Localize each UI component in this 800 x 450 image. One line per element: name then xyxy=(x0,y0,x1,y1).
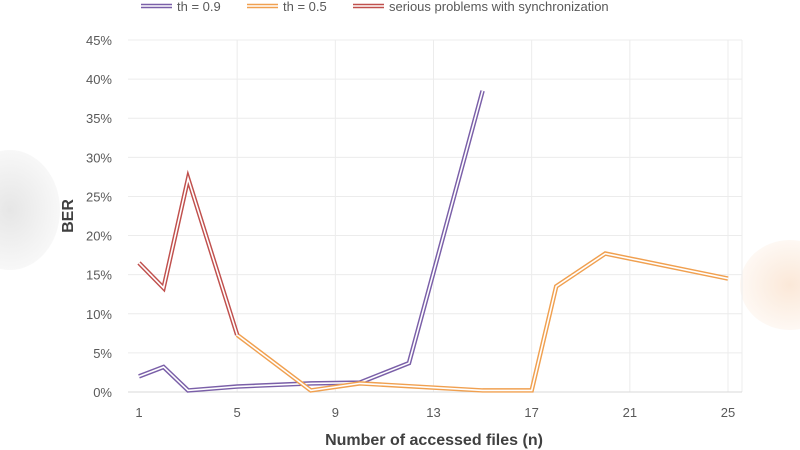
y-tick-label: 0% xyxy=(93,385,112,400)
y-tick-label: 20% xyxy=(86,229,112,244)
x-tick-label: 17 xyxy=(524,405,538,420)
series-1 xyxy=(138,90,485,393)
series-line-inner xyxy=(138,90,484,392)
x-tick-label: 13 xyxy=(426,405,440,420)
series-line-inner xyxy=(138,175,238,336)
legend-item: th = 0.9 xyxy=(141,0,221,14)
x-tick-label: 21 xyxy=(623,405,637,420)
legend-label: th = 0.5 xyxy=(283,0,327,14)
x-tick-label: 9 xyxy=(332,405,339,420)
y-tick-label: 5% xyxy=(93,346,112,361)
series-line-inner xyxy=(236,252,729,392)
legend-label: th = 0.9 xyxy=(177,0,221,14)
grid xyxy=(128,39,743,392)
y-tick-label: 45% xyxy=(86,33,112,48)
y-axis-title: BER xyxy=(60,199,77,233)
series-line-outer xyxy=(137,169,240,336)
y-tick-label: 15% xyxy=(86,268,112,283)
x-axis-ticks: 1 5 9 13 17 21 25 xyxy=(135,405,735,420)
x-tick-label: 5 xyxy=(234,405,241,420)
legend-item: serious problems with synchronization xyxy=(353,0,609,14)
series-line-outer xyxy=(138,90,485,393)
y-tick-label: 30% xyxy=(86,150,112,165)
y-tick-label: 10% xyxy=(86,307,112,322)
y-axis-ticks: 0% 5% 10% 15% 20% 25% 30% 35% 40% 45% xyxy=(86,33,112,400)
legend-label: serious problems with synchronization xyxy=(389,0,609,14)
y-tick-label: 40% xyxy=(86,72,112,87)
x-tick-label: 1 xyxy=(135,405,142,420)
x-tick-label: 25 xyxy=(721,405,735,420)
series-lines xyxy=(137,90,729,393)
y-tick-label: 35% xyxy=(86,111,112,126)
legend: th = 0.9 th = 0.5 serious problems with sy… xyxy=(141,0,609,14)
legend-item: th = 0.5 xyxy=(247,0,327,14)
series-2 xyxy=(235,251,729,393)
series-3 xyxy=(137,169,240,336)
x-axis-title: Number of accessed files (n) xyxy=(325,432,543,449)
series-line-outer xyxy=(235,251,729,393)
y-tick-label: 25% xyxy=(86,189,112,204)
